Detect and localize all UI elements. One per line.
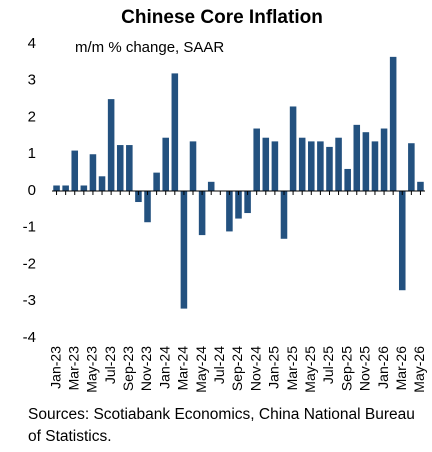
bar xyxy=(144,191,151,223)
x-tick-label: May-25 xyxy=(302,346,318,393)
x-tick-label: Sep-23 xyxy=(120,346,136,391)
x-tick-label: Sep-25 xyxy=(338,346,354,391)
bar xyxy=(308,141,315,191)
x-tick-label: Jul-23 xyxy=(102,346,118,384)
bar xyxy=(326,146,333,191)
bar xyxy=(198,191,206,236)
bar xyxy=(162,137,169,191)
bar xyxy=(280,191,288,239)
bar xyxy=(207,181,215,191)
bar xyxy=(71,150,79,191)
bar xyxy=(408,143,415,191)
bar xyxy=(80,185,88,191)
bar xyxy=(135,191,142,203)
bar xyxy=(371,141,379,191)
bar xyxy=(262,137,270,191)
chart-subtitle: m/m % change, SAAR xyxy=(75,39,224,56)
y-tick-label: -2 xyxy=(23,255,36,272)
y-tick-label: -1 xyxy=(23,219,36,236)
bar xyxy=(380,128,388,191)
bar xyxy=(226,191,233,232)
bar xyxy=(189,141,197,191)
bar xyxy=(344,168,351,191)
y-tick-label: 1 xyxy=(28,145,36,162)
bar xyxy=(98,176,106,191)
bar xyxy=(398,191,406,291)
bar xyxy=(180,191,188,309)
chart: Chinese Core Inflation m/m % change, SAA… xyxy=(23,7,427,393)
y-tick-label: 0 xyxy=(28,182,36,199)
x-tick-label: Jul-24 xyxy=(211,346,227,384)
y-tick-label: -3 xyxy=(23,292,36,309)
x-tick-label: Mar-23 xyxy=(65,346,81,391)
bar xyxy=(171,73,179,191)
bar xyxy=(89,154,97,191)
x-tick-label: Mar-24 xyxy=(175,346,191,391)
bar xyxy=(53,185,60,191)
x-tick-label: Sep-24 xyxy=(229,346,245,391)
bar xyxy=(235,191,242,219)
bar xyxy=(107,99,115,191)
x-tick-label: Mar-25 xyxy=(284,346,300,391)
bar xyxy=(289,106,297,191)
x-tick-label: May-24 xyxy=(193,346,209,393)
x-tick-label: Jul-25 xyxy=(320,346,336,384)
x-tick-label: Nov-23 xyxy=(138,346,154,391)
y-tick-label: -4 xyxy=(23,329,36,346)
x-tick-label: Jan-25 xyxy=(266,346,282,389)
chart-title: Chinese Core Inflation xyxy=(121,7,323,28)
bar xyxy=(116,145,124,191)
bar xyxy=(253,128,260,191)
bar xyxy=(62,185,69,191)
source-note: Sources: Scotiabank Economics, China Nat… xyxy=(28,406,415,445)
bar xyxy=(298,137,306,191)
bar xyxy=(153,172,160,191)
x-tick-label: Mar-26 xyxy=(393,346,409,391)
bar xyxy=(271,141,279,191)
x-tick-label: Jan-23 xyxy=(47,346,63,389)
x-tick-label: May-26 xyxy=(411,346,427,393)
y-tick-label: 4 xyxy=(28,35,36,52)
y-tick-label: 3 xyxy=(28,72,36,89)
x-tick-label: Jan-24 xyxy=(156,346,172,389)
x-tick-label: Jan-26 xyxy=(375,346,391,389)
bar xyxy=(389,56,397,191)
bar xyxy=(417,181,424,191)
x-tick-label: Nov-25 xyxy=(357,346,373,391)
x-tick-label: May-23 xyxy=(84,346,100,393)
x-tick-label: Nov-24 xyxy=(247,346,263,391)
bar xyxy=(244,191,251,214)
bar xyxy=(353,124,361,191)
bar xyxy=(335,137,342,191)
bar xyxy=(126,145,133,191)
bar xyxy=(317,141,324,191)
y-tick-label: 2 xyxy=(28,108,36,125)
bar xyxy=(362,132,370,191)
